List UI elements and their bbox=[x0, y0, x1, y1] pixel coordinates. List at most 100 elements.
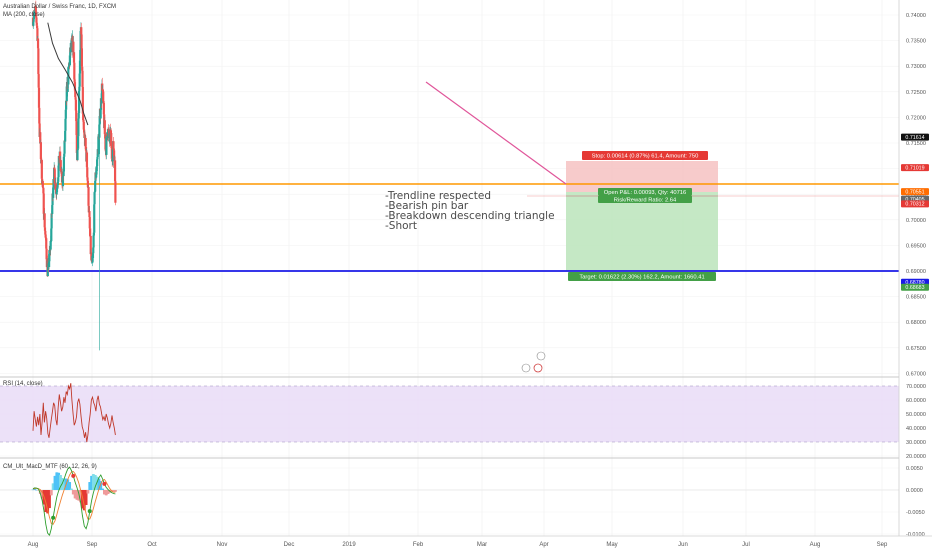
macd-legend: CM_Ult_MacD_MTF (60, 12, 26, 9) bbox=[3, 464, 97, 470]
candle-body bbox=[75, 110, 78, 122]
candle-body bbox=[111, 149, 114, 160]
macd-histogram-bar bbox=[71, 488, 73, 490]
candle-body bbox=[96, 159, 99, 167]
price-tag-box bbox=[901, 133, 929, 141]
event-flag-icon[interactable] bbox=[536, 351, 546, 361]
candles-layer bbox=[31, 0, 117, 351]
candle-body bbox=[33, 11, 36, 13]
candle-body bbox=[81, 70, 84, 87]
candle-body bbox=[82, 113, 85, 120]
candle-body bbox=[105, 136, 108, 155]
stop-label-box[interactable] bbox=[582, 151, 708, 160]
price-tick-label: 0.70500 bbox=[906, 192, 926, 198]
candle-body bbox=[112, 148, 115, 151]
rsi-tick-label: 70.0000 bbox=[906, 384, 926, 390]
candle-body bbox=[92, 247, 95, 254]
price-tick-label: 0.73500 bbox=[906, 39, 926, 45]
target-label: Target: 0.01622 (2.30%) 162.2, Amount: 1… bbox=[579, 275, 704, 281]
open-pnl-box[interactable] bbox=[598, 188, 692, 196]
x-tick-label: Mar bbox=[477, 542, 487, 548]
candle-body bbox=[48, 250, 51, 262]
candle-body bbox=[44, 230, 47, 235]
price-scale[interactable] bbox=[899, 0, 932, 536]
macd-cross-dot bbox=[71, 473, 76, 478]
horizontal-lines[interactable] bbox=[0, 183, 899, 272]
candle-body bbox=[55, 193, 58, 195]
event-flag-icon[interactable] bbox=[533, 363, 543, 373]
macd-tick-label: 0.0050 bbox=[906, 466, 923, 472]
candle-body bbox=[55, 192, 58, 195]
price-tick-label: 0.68000 bbox=[906, 320, 926, 326]
rsi-legend: RSI (14, close) bbox=[3, 381, 43, 387]
candle-body bbox=[35, 11, 38, 18]
x-axis-labels[interactable]: Aug Sep Oct Nov Dec 2019 Feb Mar Apr May Jun Jul Aug… bbox=[28, 542, 888, 548]
candle-body bbox=[44, 234, 47, 238]
candle-body bbox=[86, 180, 89, 188]
candle-body bbox=[35, 17, 38, 23]
price-tick-label: 0.72500 bbox=[906, 90, 926, 96]
x-tick-label: Feb bbox=[413, 542, 424, 548]
candle-body bbox=[68, 55, 72, 66]
candle-body bbox=[41, 180, 44, 188]
candle-body bbox=[103, 120, 106, 135]
candle-body bbox=[61, 173, 65, 187]
candle-body bbox=[32, 21, 35, 26]
candle-body bbox=[106, 135, 109, 139]
macd-histogram-bar bbox=[87, 490, 90, 494]
position-layer[interactable] bbox=[566, 161, 718, 271]
candle-body bbox=[64, 130, 67, 142]
price-tick-label: 0.68500 bbox=[906, 295, 926, 301]
candle-body bbox=[110, 146, 113, 149]
position-labels[interactable]: Stop: 0.00614 (0.87%) 61.4, Amount: 750 … bbox=[568, 151, 716, 281]
candle-body bbox=[43, 227, 47, 231]
candle-body bbox=[84, 146, 88, 151]
candle-body bbox=[82, 121, 85, 130]
candle-body bbox=[93, 192, 96, 205]
candle-body bbox=[35, 22, 38, 26]
target-zone[interactable] bbox=[566, 192, 718, 271]
candle-body bbox=[49, 241, 52, 250]
candle-body bbox=[77, 118, 80, 137]
candle-body bbox=[55, 188, 59, 193]
ma-legend: MA (200, close) bbox=[3, 12, 45, 18]
trade-notes: -Trendline respected -Bearish pin bar -B… bbox=[385, 190, 555, 232]
rsi-band bbox=[0, 386, 899, 442]
candle-body bbox=[91, 258, 94, 262]
rsi-line bbox=[32, 383, 116, 443]
price-tag-box bbox=[901, 200, 929, 208]
price-tick-label: 0.72000 bbox=[906, 115, 926, 121]
rsi-tick-label: 40.0000 bbox=[906, 426, 926, 432]
price-tick-label: 0.69500 bbox=[906, 243, 926, 249]
note-4: -Short bbox=[385, 220, 417, 232]
candle-body bbox=[95, 170, 98, 175]
x-tick-label: Apr bbox=[539, 542, 548, 548]
candle-body bbox=[88, 211, 91, 218]
price-tick-label: 0.73000 bbox=[906, 64, 926, 70]
candle-body bbox=[59, 160, 62, 171]
candle-body bbox=[88, 217, 91, 229]
note-1: -Trendline respected bbox=[385, 190, 491, 202]
macd-histogram-bar bbox=[51, 490, 53, 496]
macd-histogram-bar bbox=[85, 490, 88, 505]
candle-body bbox=[52, 179, 55, 188]
macd-histogram-bar bbox=[69, 482, 72, 490]
candle-body bbox=[64, 118, 67, 131]
trendline[interactable] bbox=[425, 81, 567, 185]
pinbar-icons[interactable] bbox=[521, 351, 546, 373]
target-label-box[interactable] bbox=[568, 272, 716, 281]
stop-zone[interactable] bbox=[566, 161, 718, 192]
candle-body bbox=[36, 38, 40, 49]
x-tick-label: Aug bbox=[28, 542, 39, 548]
candle-body bbox=[49, 240, 53, 242]
candle-body bbox=[90, 252, 93, 261]
candle-body bbox=[52, 187, 55, 198]
candle-body bbox=[78, 73, 81, 87]
candle-body bbox=[79, 49, 82, 61]
candle-body bbox=[37, 74, 40, 88]
candle-body bbox=[77, 90, 81, 114]
candle-body bbox=[91, 261, 94, 263]
event-flag-icon[interactable] bbox=[521, 363, 531, 373]
candle-body bbox=[113, 160, 117, 182]
risk-reward-box[interactable] bbox=[598, 195, 692, 204]
